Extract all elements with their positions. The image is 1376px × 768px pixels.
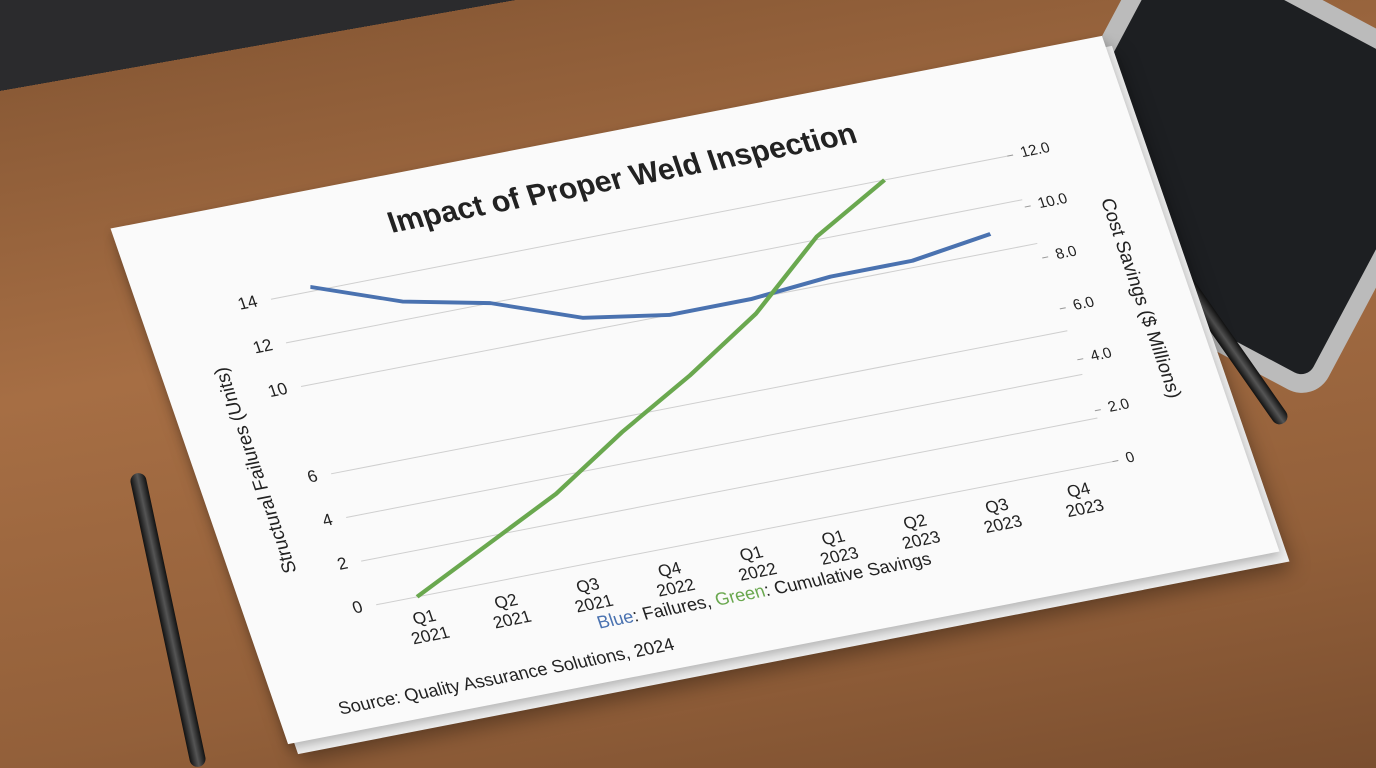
y2-tick (1112, 460, 1119, 463)
y2-tick-label: 10.0 (1036, 190, 1070, 212)
paper: Impact of Proper Weld Inspection Structu… (110, 35, 1280, 745)
y2-tick (1007, 154, 1014, 157)
grid-line (361, 417, 1098, 562)
grid-line (285, 199, 1023, 344)
y2-tick-label: 12.0 (1018, 139, 1052, 161)
y-tick-label: 2 (335, 554, 350, 574)
y2-tick-label: 8.0 (1053, 243, 1079, 263)
y-tick-label: 10 (265, 379, 290, 401)
y2-tick (1024, 205, 1031, 208)
pen (128, 471, 208, 768)
grid-line (345, 373, 1083, 518)
y2-tick (1094, 409, 1101, 412)
y-tick-label: 6 (305, 467, 320, 487)
chart-title: Impact of Proper Weld Inspection (383, 117, 861, 239)
y-tick-label: 14 (235, 292, 260, 314)
chart: Impact of Proper Weld Inspection Structu… (210, 117, 1185, 617)
series-line (415, 178, 886, 599)
y-tick-label: 0 (350, 597, 365, 617)
series-line (310, 232, 992, 320)
y2-tick (1059, 307, 1066, 310)
y2-tick-label: 6.0 (1071, 294, 1097, 314)
grid-line (330, 330, 1068, 475)
y2-tick (1042, 256, 1049, 259)
y-tick-label: 12 (250, 336, 275, 358)
y2-tick-label: 0 (1123, 449, 1137, 467)
grid-line (376, 461, 1113, 606)
y-tick-label: 4 (320, 510, 335, 530)
y2-tick-label: 2.0 (1106, 396, 1132, 416)
y2-tick-label: 4.0 (1088, 345, 1114, 365)
y2-tick (1077, 358, 1084, 361)
